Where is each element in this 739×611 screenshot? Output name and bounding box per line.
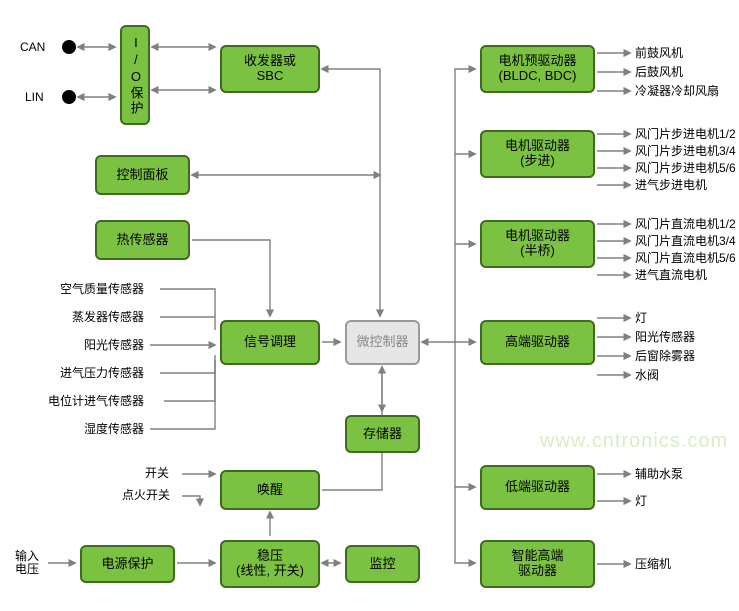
label-outputs-front_blower: 前鼓风机 — [635, 47, 683, 60]
label-sensors-intake_pressure: 进气压力传感器 — [60, 367, 144, 380]
node-mcu: 微控制器 — [345, 320, 420, 365]
label-ext-can: CAN — [20, 41, 45, 54]
edge — [192, 240, 270, 316]
node-high_side: 高端驱动器 — [480, 320, 595, 365]
node-motor_halfbridge: 电机驱动器 (半桥) — [480, 220, 595, 268]
label-outputs-flap_step_56: 风门片步进电机5/6 — [635, 162, 736, 175]
node-motor_stepper: 电机驱动器 (步进) — [480, 130, 595, 178]
node-regulator: 稳压 (线性, 开关) — [220, 540, 320, 588]
label-outputs-water_valve: 水阀 — [635, 369, 659, 382]
label-outputs-sun_sensor: 阳光传感器 — [635, 331, 695, 344]
node-power_protect: 电源保护 — [80, 545, 175, 583]
edge — [422, 69, 475, 342]
label-outputs-flap_dc_34: 风门片直流电机3/4 — [635, 235, 736, 248]
lin_dot — [62, 90, 76, 104]
label-outputs-rear_blower: 后鼓风机 — [635, 66, 683, 79]
edge — [322, 69, 380, 316]
label-outputs-lamp: 灯 — [635, 312, 647, 325]
edge — [160, 355, 215, 373]
edge — [160, 289, 215, 330]
label-outputs-flap_dc_56: 风门片直流电机5/6 — [635, 252, 736, 265]
edge — [455, 487, 475, 563]
label-outputs-aux_pump: 辅助水泵 — [635, 468, 683, 481]
node-supervisor: 监控 — [345, 545, 420, 583]
label-ext-input_voltage: 输入 电压 — [15, 550, 39, 576]
node-wake: 唤醒 — [220, 470, 320, 510]
label-outputs-flap_dc_12: 风门片直流电机1/2 — [635, 218, 736, 231]
label-sensors-humidity: 湿度传感器 — [84, 423, 144, 436]
watermark-text: www.cntronics.com — [540, 430, 728, 453]
node-thermal_sensor: 热传感器 — [95, 220, 190, 260]
label-outputs-lamp2: 灯 — [635, 495, 647, 508]
label-outputs-flap_step_34: 风门片步进电机3/4 — [635, 145, 736, 158]
node-low_side: 低端驱动器 — [480, 465, 595, 510]
edge — [182, 496, 200, 505]
node-transceiver: 收发器或 SBC — [220, 45, 320, 93]
label-sensors-potentiometer: 电位计进气传感器 — [48, 395, 144, 408]
can_dot — [62, 40, 76, 54]
node-signal_cond: 信号调理 — [220, 320, 320, 365]
label-outputs-condenser_fan: 冷凝器冷却风扇 — [635, 85, 719, 98]
label-ext-lin: LIN — [25, 91, 44, 104]
edge — [455, 342, 475, 487]
label-outputs-flap_step_12: 风门片步进电机1/2 — [635, 128, 736, 141]
label-sensors-air_quality: 空气质量传感器 — [60, 283, 144, 296]
label-outputs-intake_step: 进气步进电机 — [635, 179, 707, 192]
node-smart_high_side: 智能高端 驱动器 — [480, 540, 595, 588]
label-ext-switch: 开关 — [145, 467, 169, 480]
label-outputs-intake_dc: 进气直流电机 — [635, 269, 707, 282]
node-control_panel: 控制面板 — [95, 155, 190, 195]
node-io_protect: I/O保护 — [120, 25, 150, 125]
label-ext-ignition: 点火开关 — [122, 489, 170, 502]
edge — [150, 360, 215, 429]
node-motor_predriver: 电机预驱动器 (BLDC, BDC) — [480, 45, 595, 93]
node-memory: 存储器 — [345, 415, 420, 453]
edge — [164, 360, 215, 401]
label-sensors-evaporator: 蒸发器传感器 — [72, 311, 144, 324]
label-outputs-compressor: 压缩机 — [635, 558, 671, 571]
connection-layer — [0, 0, 739, 611]
label-sensors-sunlight: 阳光传感器 — [84, 339, 144, 352]
diagram-canvas: { "colors": { "node_green_fill": "#7cc24… — [0, 0, 739, 611]
label-outputs-rear_defog: 后窗除雾器 — [635, 350, 695, 363]
